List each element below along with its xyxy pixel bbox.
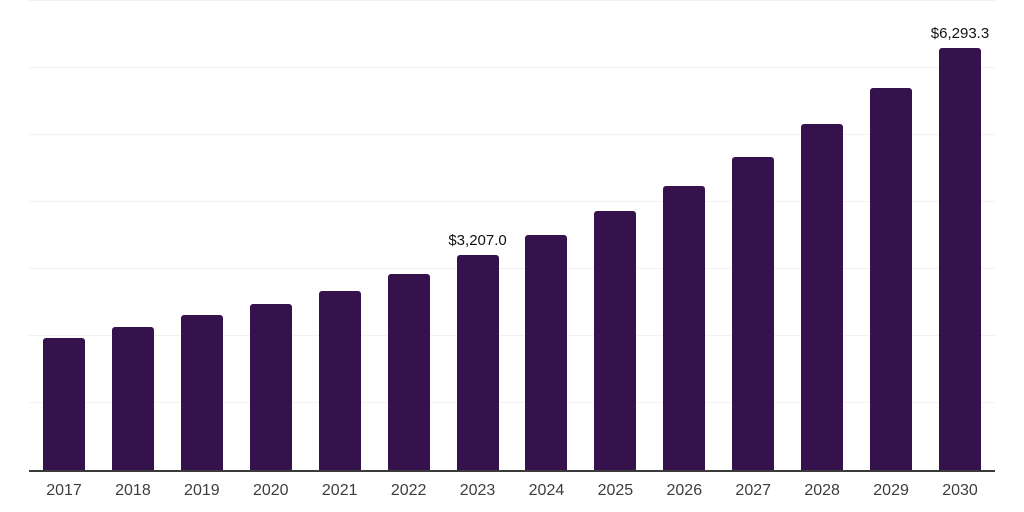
bar-column: 2020: [249, 1, 292, 499]
gridline: [29, 134, 995, 135]
x-axis-tick-label: 2025: [597, 482, 634, 499]
bar: [663, 185, 706, 470]
gridline: [29, 0, 995, 1]
bar-column: $3,207.0 2023: [448, 1, 506, 498]
x-axis-tick-label: 2028: [804, 482, 840, 499]
bar: [938, 48, 981, 470]
x-axis-tick-label: 2022: [390, 482, 427, 499]
bar-column: 2022: [387, 1, 430, 499]
bar: [111, 326, 154, 470]
bar: [318, 290, 361, 470]
gridline: [29, 67, 995, 68]
bar: [594, 211, 637, 470]
x-axis-tick-label: 2023: [459, 482, 496, 499]
bar-column: 2027: [732, 1, 775, 499]
bar-column: 2028: [801, 1, 844, 499]
bar: [870, 87, 913, 470]
x-axis-tick-label: 2030: [942, 482, 978, 499]
gridline: [29, 335, 995, 336]
x-axis-tick-label: 2029: [873, 482, 909, 499]
bar-column: 2029: [870, 1, 913, 499]
bar: [43, 337, 85, 470]
bar-value-label: $3,207.0: [448, 232, 507, 250]
bar: [249, 304, 292, 470]
x-axis-tick-label: 2024: [528, 482, 565, 499]
bar-column: $6,293.3 2030: [931, 1, 989, 498]
bar-column: 2021: [318, 1, 361, 499]
bar-value-label: $6,293.3: [930, 25, 990, 43]
bar-column: 2018: [111, 1, 154, 499]
bar: [456, 255, 499, 470]
gridline: [29, 268, 995, 269]
x-axis-tick-label: 2027: [735, 482, 772, 499]
plot-area: 2017 2018 2019 2020 2021 2022 $3,207.0 2023 2024…: [29, 0, 995, 499]
bar: [732, 157, 775, 470]
bar: [525, 234, 568, 470]
bar-columns: 2017 2018 2019 2020 2021 2022 $3,207.0 2023 2024…: [29, 1, 995, 499]
bar-column: 2024: [525, 1, 568, 499]
bar-column: 2017: [43, 1, 85, 499]
bar-column: 2026: [663, 1, 706, 499]
x-axis-tick-label: 2018: [115, 482, 151, 499]
bar: [801, 124, 844, 470]
x-axis-tick-label: 2021: [321, 482, 358, 499]
gridline: [29, 402, 995, 403]
bar: [387, 274, 430, 470]
x-axis-tick-label: 2019: [184, 482, 220, 499]
x-axis-tick-label: 2026: [666, 482, 703, 499]
bar-column: 2025: [594, 1, 637, 499]
bar-column: 2019: [180, 1, 223, 499]
bar: [180, 315, 223, 470]
x-axis-tick-label: 2017: [46, 482, 82, 499]
x-axis-tick-label: 2020: [252, 482, 289, 499]
gridline: [29, 201, 995, 202]
